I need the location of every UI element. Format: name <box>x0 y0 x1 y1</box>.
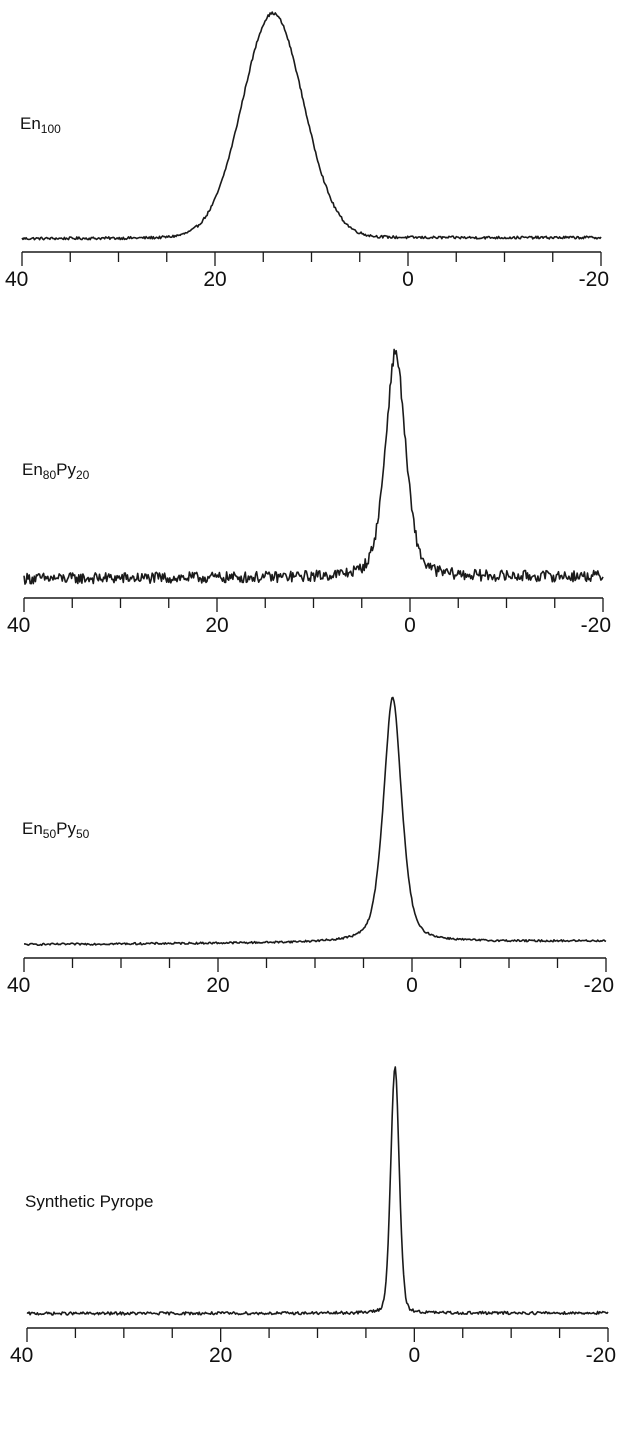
x-tick-label: 0 <box>406 974 418 997</box>
sample-label: En80Py20 <box>22 460 90 482</box>
x-tick-label: 20 <box>205 614 228 637</box>
x-tick-label: 20 <box>206 974 229 997</box>
label-subscript: 80 <box>43 468 57 482</box>
label-text: En <box>20 114 41 133</box>
label-subscript: 50 <box>76 827 90 841</box>
x-tick-label: -20 <box>584 974 614 997</box>
label-text: Synthetic Pyrope <box>25 1192 154 1211</box>
spectrum-trace <box>24 696 607 947</box>
x-tick-label: 0 <box>402 268 414 291</box>
sample-label: En100 <box>20 114 61 136</box>
x-tick-label: -20 <box>581 614 611 637</box>
x-tick-label: -20 <box>586 1344 616 1367</box>
sample-label: Synthetic Pyrope <box>25 1192 154 1211</box>
spectrum-panel-1: 40 20 0 -20 En100 <box>5 11 609 291</box>
x-tick-label: 20 <box>209 1344 232 1367</box>
spectrum-panel-4: 40 20 0 -20 Synthetic Pyrope <box>10 1066 616 1367</box>
label-subscript: 20 <box>76 468 90 482</box>
label-text: Py <box>56 819 76 838</box>
label-subscript: 100 <box>41 122 61 136</box>
x-tick-label: 40 <box>10 1344 33 1367</box>
x-tick-label: 40 <box>7 614 30 637</box>
spectrum-trace <box>21 11 602 241</box>
sample-label: En50Py50 <box>22 819 90 841</box>
label-text: Py <box>56 460 76 479</box>
x-tick-label: 40 <box>5 268 28 291</box>
label-text: En <box>22 460 43 479</box>
spectrum-trace <box>26 1066 609 1316</box>
x-tick-label: -20 <box>579 268 609 291</box>
x-tick-label: 0 <box>408 1344 420 1367</box>
x-tick-label: 40 <box>7 974 30 997</box>
x-tick-label: 0 <box>404 614 416 637</box>
label-text: En <box>22 819 43 838</box>
x-tick-label: 20 <box>203 268 226 291</box>
label-subscript: 50 <box>43 827 57 841</box>
spectrum-trace <box>23 348 604 585</box>
